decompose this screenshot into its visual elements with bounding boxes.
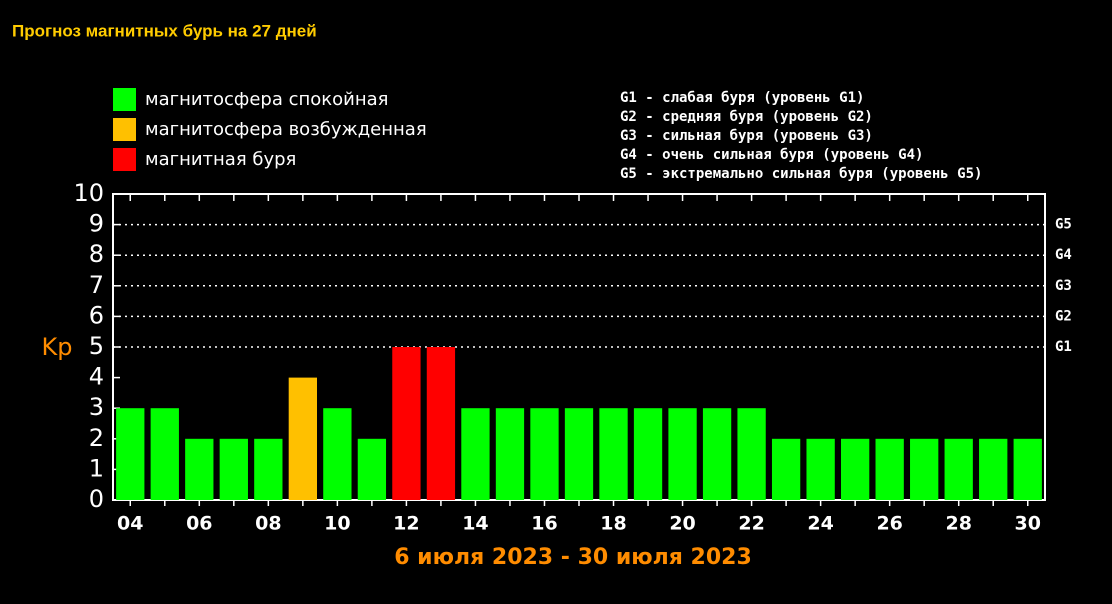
note: G5 - экстремально сильная буря (уровень … — [620, 166, 982, 182]
x-tick-label: 30 — [1015, 513, 1041, 535]
x-tick-label: 18 — [600, 513, 626, 535]
y2-tick-label: G1 — [1055, 339, 1072, 355]
bar — [910, 438, 939, 500]
bar — [288, 377, 318, 500]
bar — [323, 408, 352, 500]
legend-label: магнитосфера спокойная — [145, 89, 388, 110]
note: G4 - очень сильная буря (уровень G4) — [620, 147, 923, 163]
bar — [392, 347, 421, 500]
x-tick-label: 28 — [945, 513, 971, 535]
bar — [771, 438, 801, 500]
x-tick-label: 22 — [738, 513, 764, 535]
legend-swatch — [113, 148, 136, 171]
x-tick-label: 26 — [876, 513, 902, 535]
bar — [185, 438, 214, 500]
bar — [530, 408, 559, 500]
bar — [219, 438, 248, 500]
note: G2 - средняя буря (уровень G2) — [620, 109, 873, 125]
x-tick-label: 06 — [186, 513, 212, 535]
bar — [461, 408, 490, 500]
y2-tick-label: G4 — [1055, 247, 1072, 263]
y2-tick-label: G5 — [1055, 217, 1072, 233]
y-tick-label: 6 — [89, 301, 104, 329]
bar — [1013, 438, 1042, 500]
bar — [944, 438, 973, 500]
y-tick-label: 3 — [89, 393, 104, 421]
y-tick-label: 10 — [73, 179, 104, 207]
x-tick-label: 10 — [324, 513, 350, 535]
legend-label: магнитная буря — [145, 149, 296, 170]
bar — [806, 438, 835, 500]
x-tick-label: 12 — [393, 513, 419, 535]
x-axis-label: 6 июля 2023 - 30 июля 2023 — [394, 545, 752, 570]
bar — [702, 408, 732, 500]
y-tick-label: 7 — [89, 271, 104, 299]
bar — [599, 408, 628, 500]
bar — [840, 438, 870, 500]
y-tick-label: 2 — [89, 424, 104, 452]
note: G3 - сильная буря (уровень G3) — [620, 128, 873, 144]
y2-tick-label: G3 — [1055, 278, 1072, 294]
legend-swatch — [113, 88, 136, 111]
legend-swatch — [113, 118, 136, 141]
bar — [875, 438, 904, 500]
bar — [116, 408, 145, 500]
y-tick-label: 4 — [89, 363, 104, 391]
x-tick-label: 20 — [669, 513, 695, 535]
bar — [150, 408, 179, 500]
bar — [979, 438, 1008, 500]
y-tick-label: 0 — [89, 485, 104, 513]
y-tick-label: 8 — [89, 240, 104, 268]
x-tick-label: 14 — [462, 513, 488, 535]
x-tick-label: 24 — [807, 513, 833, 535]
bar — [737, 408, 766, 500]
bar — [495, 408, 525, 500]
y-tick-label: 9 — [89, 210, 104, 238]
bar — [668, 408, 697, 500]
y-tick-label: 1 — [89, 454, 104, 482]
note: G1 - слабая буря (уровень G1) — [620, 90, 864, 106]
chart-title: Прогноз магнитных бурь на 27 дней — [12, 21, 317, 40]
bar — [564, 408, 594, 500]
y-axis-label: Kp — [42, 333, 73, 361]
bar — [633, 408, 663, 500]
bar — [254, 438, 283, 500]
y-tick-label: 5 — [89, 332, 104, 360]
bar — [357, 438, 387, 500]
y2-tick-label: G2 — [1055, 308, 1072, 324]
bar — [426, 347, 456, 500]
legend-label: магнитосфера возбужденная — [145, 119, 427, 140]
x-tick-label: 16 — [531, 513, 557, 535]
x-tick-label: 04 — [117, 513, 143, 535]
x-tick-label: 08 — [255, 513, 281, 535]
